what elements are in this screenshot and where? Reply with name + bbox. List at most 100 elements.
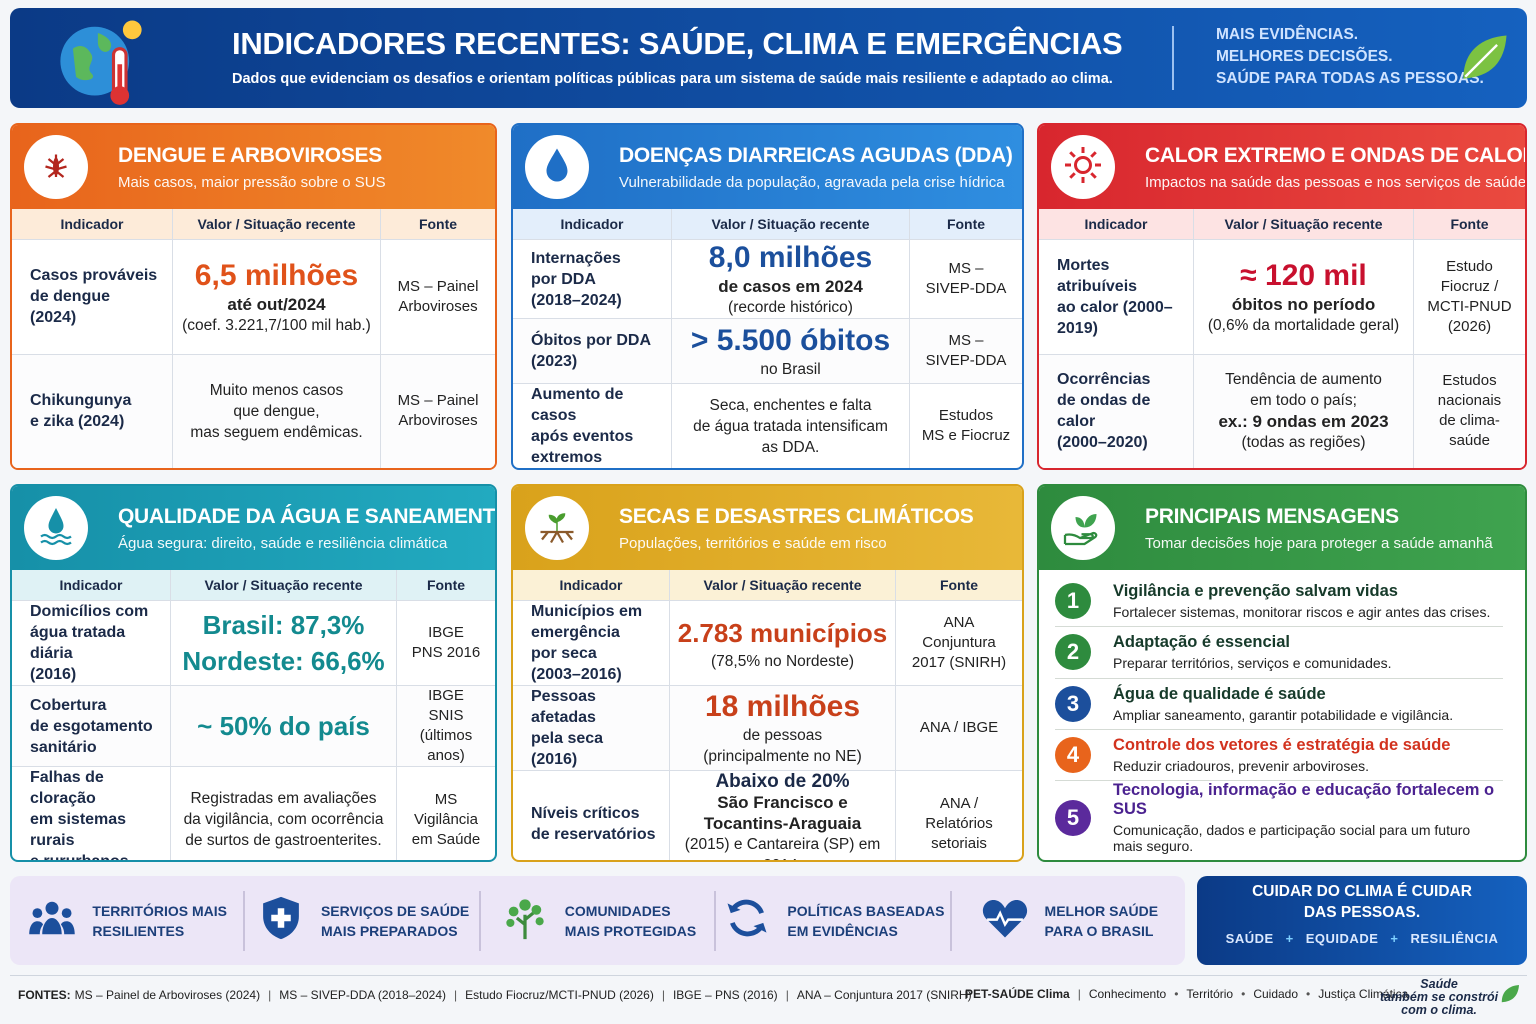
message-text: Ampliar saneamento, garantir potabilidad…	[1113, 706, 1454, 723]
separator: |	[785, 988, 789, 1002]
table-cell: 2.783 municípios (78,5% no Nordeste)	[669, 601, 895, 685]
table-cell: IBGE SNIS (últimos anos)	[396, 686, 495, 766]
header-title: INDICADORES RECENTES: SAÚDE, CLIMA E EME…	[232, 26, 1123, 61]
table-row: Internações por DDA (2018–2024) 8,0 milhões…	[513, 239, 1022, 318]
cell-line: (2023)	[531, 353, 578, 370]
pillar: COMUNIDADES MAIS PROTEGIDAS	[478, 890, 714, 951]
panel-header: DOENÇAS DIARREICAS AGUDAS (DDA) Vulnerabi…	[513, 125, 1022, 209]
table-cell: Muito menos casos que dengue, mas seguem e…	[172, 354, 380, 468]
cell-line: (2000–2020)	[1057, 434, 1148, 452]
pillar-line: POLÍTICAS BASEADAS	[787, 902, 945, 919]
table-row: Mortes atribuíveis ao calor (2000–2019) ≈ …	[1039, 239, 1525, 354]
cell-line: 8,0 milhões	[708, 241, 873, 274]
cell-line: por seca	[531, 645, 597, 662]
icon	[1463, 35, 1507, 79]
table-cell: Domicílios com água tratada diária (2016)	[12, 601, 170, 685]
message-body: Controle dos vetores é estratégia de saú…	[1113, 736, 1450, 774]
cell-line: Conjuntura	[922, 634, 996, 651]
cell-line: ≈ 120 mil	[1240, 258, 1367, 292]
cell-line: ANA	[943, 614, 975, 631]
sources: FONTES: MS – Painel de Arboviroses (2024)…	[18, 988, 972, 1002]
pillar-text: POLÍTICAS BASEADAS EM EVIDÊNCIAS	[787, 901, 944, 941]
footer-themes: PET-SAÚDE Clima | Conhecimento • Território •…	[965, 987, 1408, 1001]
icon	[540, 512, 574, 543]
table-cell: 6,5 milhões até out/2024 (coef. 3.221,7/10…	[172, 240, 380, 354]
table-cell: IBGE PNS 2016	[396, 601, 495, 685]
table-header: Indicador Valor / Situação recente Fonte	[12, 570, 495, 600]
cell-line: (78,5% no Nordeste)	[710, 652, 855, 670]
cell-line: de dengue	[30, 288, 111, 306]
message-item: 2 Adaptação é essencial Preparar territóri…	[1055, 627, 1503, 679]
table-header: Indicador Valor / Situação recente Fonte	[513, 570, 1022, 600]
table-cell: Brasil: 87,3% Nordeste: 66,6%	[170, 601, 396, 685]
message-title: Água de qualidade é saúde	[1113, 684, 1326, 703]
table-cell: MS – Painel Arboviroses	[380, 354, 495, 468]
callout-value: RESILIÊNCIA	[1410, 931, 1499, 946]
cell-line: (2018–2024)	[531, 291, 622, 309]
icon-graphic	[533, 141, 581, 194]
table-cell: Estudo Fiocruz / MCTI-PNUD (2026)	[1413, 240, 1525, 354]
table-row: Cobertura de esgotamento sanitário ~ 50% do…	[12, 685, 495, 766]
cell-line: de surtos de gastroenterites.	[185, 832, 382, 849]
cell-line: no Brasil	[760, 360, 821, 378]
panel-subtitle: Impactos na saúde das pessoas e nos serv…	[1145, 173, 1527, 191]
panel-heading: DOENÇAS DIARREICAS AGUDAS (DDA) Vulnerabi…	[619, 144, 1013, 191]
pillar: TERRITÓRIOS MAIS RESILIENTES	[10, 891, 243, 951]
pillar-text: MELHOR SAÚDE PARA O BRASIL	[1045, 901, 1159, 941]
panel-title: CALOR EXTREMO E ONDAS DE CALOR	[1145, 143, 1527, 167]
cell-line: MS –	[948, 332, 984, 349]
theme: Justiça Climática	[1318, 987, 1409, 1001]
cell-line: da vigilância, com ocorrência	[183, 811, 384, 828]
slogan-line: também se constrói	[1380, 990, 1499, 1004]
column-header: Fonte	[396, 570, 495, 600]
table-cell: Falhas de cloração em sistemas rurais e ru…	[12, 767, 170, 862]
table-cell: Registradas em avaliações da vigilância, …	[170, 767, 396, 860]
cell-line: MCTI-PNUD	[1427, 297, 1512, 315]
panel-header: PRINCIPAIS MENSAGENS Tomar decisões hoje …	[1039, 486, 1525, 570]
panel-heading: PRINCIPAIS MENSAGENS Tomar decisões hoje …	[1145, 505, 1493, 552]
cell-line: de esgotamento	[30, 717, 153, 735]
cell-line: PNS 2016	[411, 644, 481, 661]
cell-line: de pessoas	[742, 727, 823, 744]
message-item: 4 Controle dos vetores é estratégia de sa…	[1055, 730, 1503, 781]
message-body: Vigilância e prevenção salvam vidas Forta…	[1113, 582, 1490, 620]
table-cell: MS – Painel Arboviroses	[380, 240, 495, 354]
message-text: Comunicação, dados e participação social…	[1113, 822, 1471, 854]
divider	[1172, 26, 1174, 90]
cell-line: São Francisco e Tocantins-Araguaia	[703, 793, 862, 833]
icon	[1063, 513, 1098, 545]
cell-line: SNIS	[428, 707, 464, 724]
cell-line: e rururbanos	[30, 853, 129, 862]
callout-line: DAS PESSOAS.	[1303, 904, 1421, 921]
cell-line: Estudo	[1446, 257, 1493, 275]
pillar-line: COMUNIDADES	[564, 902, 671, 919]
panel-title: PRINCIPAIS MENSAGENS	[1145, 504, 1399, 528]
panel-title: DENGUE E ARBOVIROSES	[118, 143, 382, 167]
icon-graphic	[533, 502, 581, 555]
pillars-bar: TERRITÓRIOS MAIS RESILIENTES SERVIÇOS DE S…	[10, 876, 1185, 965]
column-header: Fonte	[1413, 209, 1525, 239]
slogan-line: Saúde	[1420, 977, 1458, 991]
cell-line: MS – Painel	[397, 392, 479, 410]
cell-line: (2026)	[1447, 317, 1492, 335]
pillar-text: TERRITÓRIOS MAIS RESILIENTES	[92, 901, 227, 941]
cell-line: após eventos extremos	[531, 428, 634, 466]
separator: •	[1174, 987, 1179, 1001]
table-cell: Municípios em emergência por seca (2003–201…	[513, 601, 669, 685]
tagline-line: MAIS EVIDÊNCIAS.	[1216, 26, 1359, 43]
column-header: Fonte	[895, 570, 1022, 600]
column-header: Fonte	[380, 209, 495, 239]
icon-graphic	[32, 141, 80, 194]
column-header: Indicador	[60, 216, 124, 232]
cell-line: ANA /	[939, 794, 979, 812]
pillar-text: SERVIÇOS DE SAÚDE MAIS PREPARADOS	[321, 901, 469, 941]
pillar: SERVIÇOS DE SAÚDE MAIS PREPARADOS	[243, 890, 478, 951]
column-header: Valor / Situação recente	[172, 209, 380, 239]
column-header: Indicador	[560, 216, 624, 232]
cell-line: (recorde histórico)	[728, 299, 853, 316]
icon-graphic	[1059, 141, 1107, 194]
icon-graphic	[721, 892, 773, 949]
cell-line: de clima-saúde	[1439, 412, 1500, 450]
table-row: Aumento de casos após eventos extremos Sec…	[513, 383, 1022, 468]
